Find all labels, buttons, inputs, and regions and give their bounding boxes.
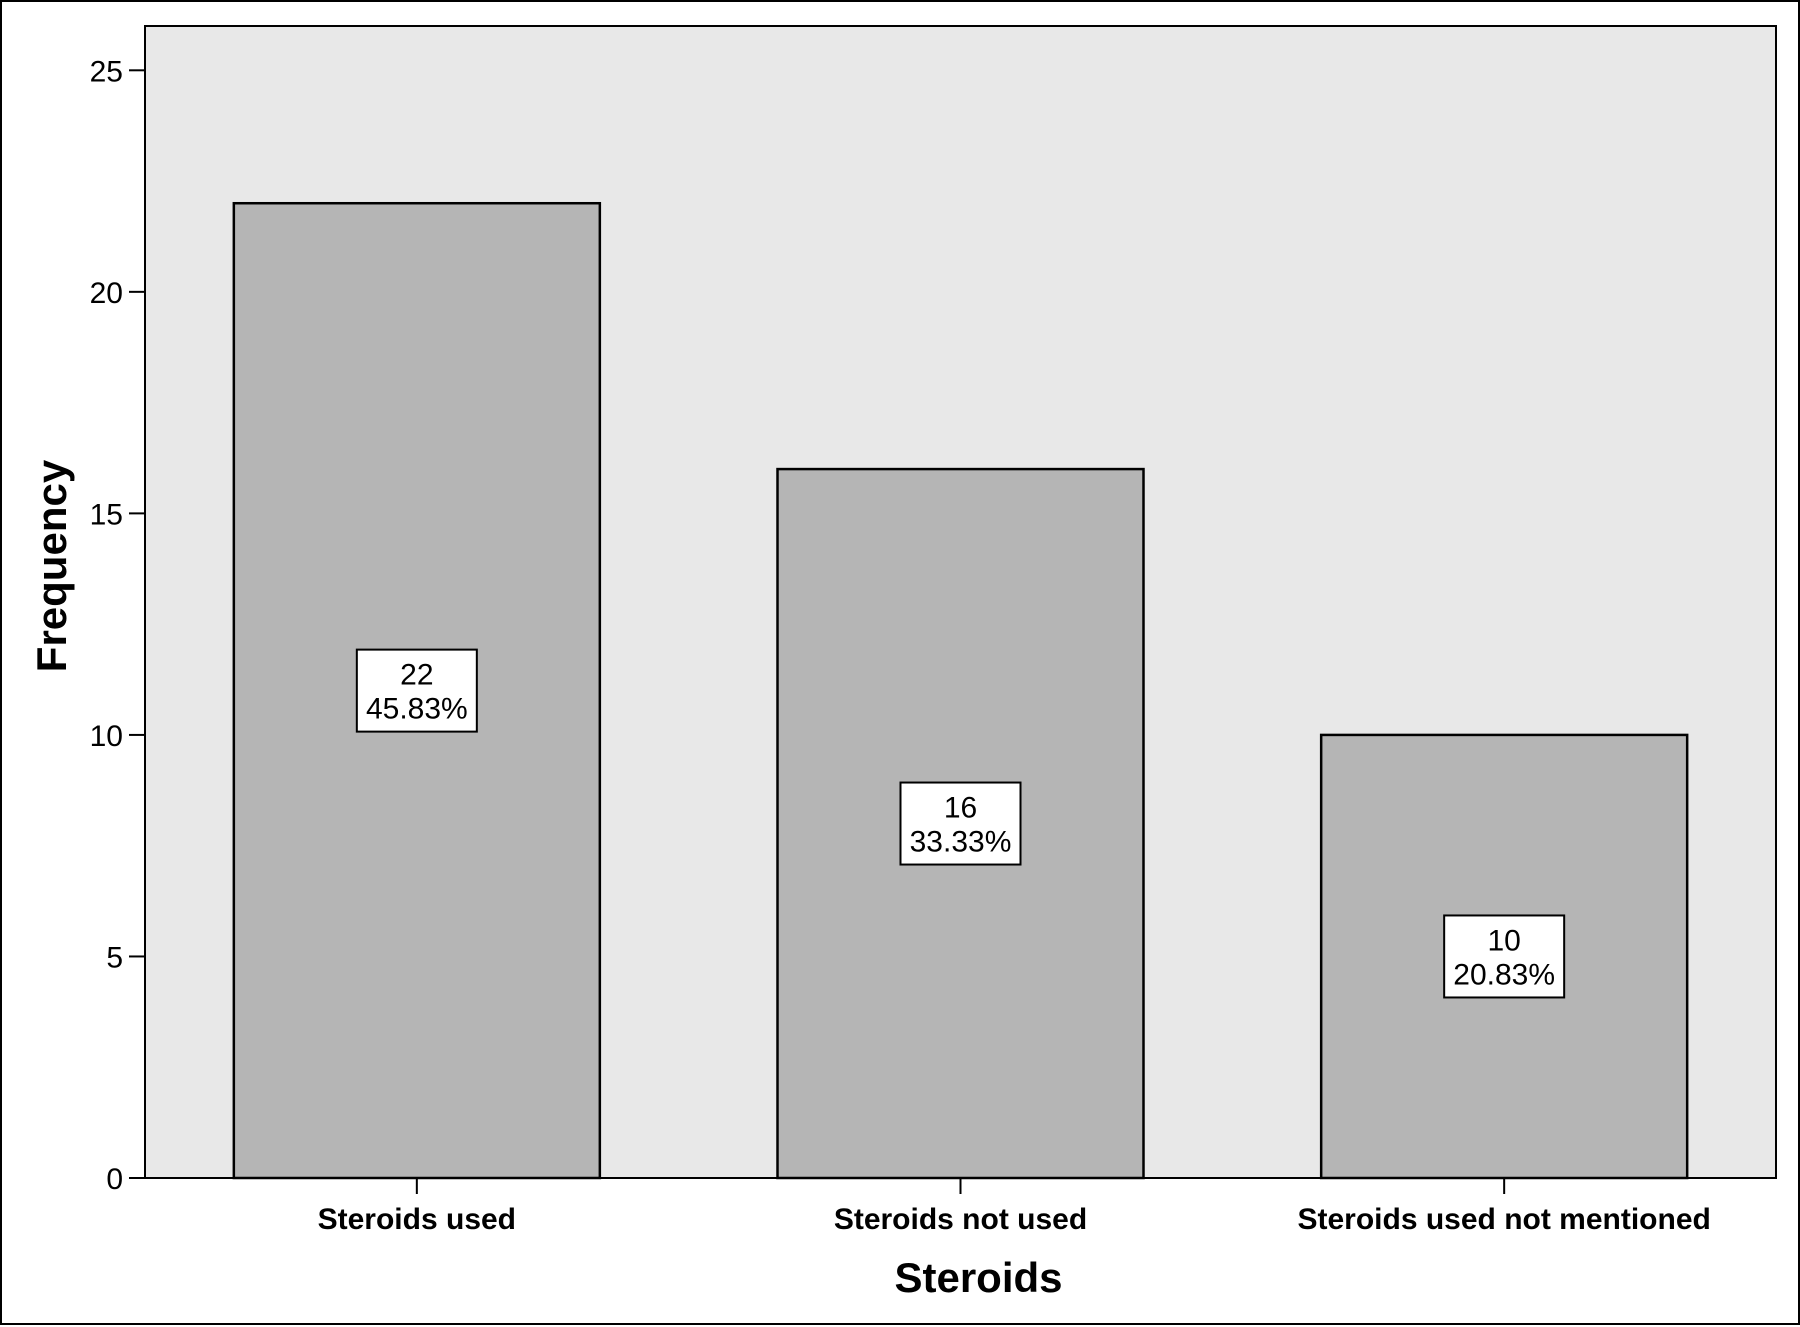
y-tick-label: 10: [90, 720, 123, 753]
data-label-box: [1443, 914, 1566, 999]
data-label-box: [355, 648, 478, 733]
y-tick-label: 0: [106, 1163, 123, 1196]
y-tick-label: 25: [90, 55, 123, 88]
y-axis-title: Frequency: [28, 459, 75, 672]
x-category-label: Steroids used not mentioned: [1297, 1203, 1710, 1236]
y-tick-label: 5: [106, 941, 123, 974]
data-label-percent: 33.33%: [910, 826, 1012, 859]
bars-group: [232, 201, 1689, 1180]
y-axis: 0 5 10 15 20 25: [90, 26, 146, 1196]
x-category-label: Steroids not used: [834, 1203, 1087, 1236]
x-axis-title: Steroids: [894, 1254, 1062, 1301]
y-tick-label: 20: [90, 277, 123, 310]
x-category-label: Steroids used: [318, 1203, 516, 1236]
data-label-box: [899, 781, 1022, 866]
data-label-percent: 45.83%: [366, 693, 468, 726]
data-label-count: 22: [400, 659, 433, 692]
data-label-count: 10: [1487, 924, 1520, 957]
data-label-count: 16: [944, 792, 977, 825]
x-axis: Steroids used Steroids not used Steroids u…: [145, 1177, 1776, 1236]
y-tick-label: 15: [90, 498, 123, 531]
data-label-percent: 20.83%: [1453, 958, 1555, 991]
